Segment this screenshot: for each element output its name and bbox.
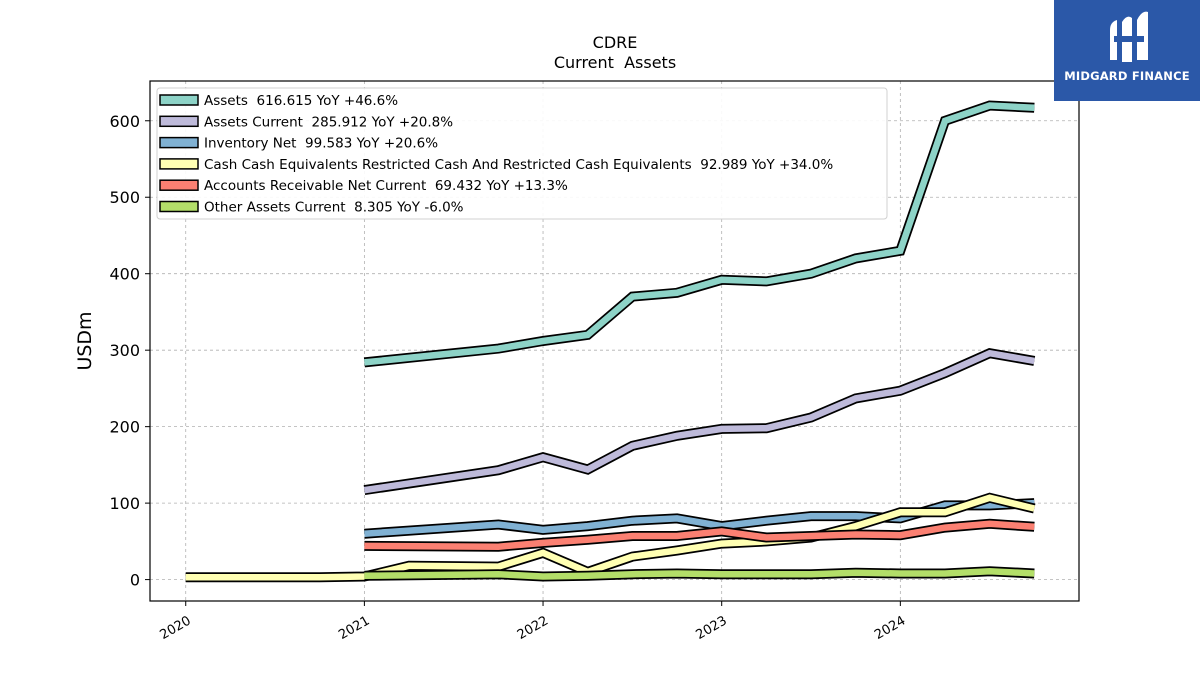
x-tick-label: 2023 [694, 613, 730, 643]
series-0 [363, 100, 1035, 368]
y-tick-label: 300 [109, 341, 140, 360]
y-tick-label: 100 [109, 494, 140, 513]
brand-name: MIDGARD FINANCE [1064, 69, 1190, 83]
series-line [185, 494, 1036, 581]
legend-swatch [159, 179, 199, 191]
legend: Assets 616.615 YoY +46.6% Assets Current … [156, 87, 888, 220]
legend-box [156, 87, 888, 220]
series-line [364, 567, 1035, 580]
midgard-logo-icon [1110, 11, 1148, 63]
series-5 [364, 566, 1035, 582]
y-tick-label: 500 [109, 188, 140, 207]
series-layer [185, 100, 1036, 583]
legend-label: Cash Cash Equivalents Restricted Cash An… [204, 157, 833, 173]
legend-label: Inventory Net 99.583 YoY +20.6% [204, 136, 438, 152]
series-line [364, 102, 1035, 366]
legend-swatch [159, 136, 199, 149]
y-tick-label: 0 [130, 571, 140, 590]
chart-title: CDRE [593, 33, 638, 52]
plot-frame [149, 80, 1080, 602]
legend-label: Other Assets Current 8.305 YoY -6.0% [204, 200, 464, 216]
chart-subtitle: Current Assets [554, 53, 676, 72]
legend-label: Assets Current 285.912 YoY +20.8% [204, 114, 453, 130]
y-tick-label: 200 [109, 418, 140, 437]
x-tick-label: 2021 [336, 613, 372, 643]
legend-label: Accounts Receivable Net Current 69.432 Y… [204, 178, 568, 194]
legend-swatch [159, 115, 199, 128]
x-tick-label: 2024 [872, 613, 908, 643]
x-tick-label: 2022 [515, 613, 551, 643]
x-tick-label: 2020 [158, 613, 194, 643]
brand-logo: MIDGARD FINANCE [1054, 0, 1200, 101]
series-line-outline [363, 348, 1036, 496]
series-line [363, 349, 1035, 494]
series-3 [185, 492, 1036, 583]
y-tick-label: 600 [109, 112, 140, 131]
legend-swatch [159, 200, 199, 213]
series-1 [363, 348, 1036, 496]
legend-swatch [159, 158, 199, 170]
legend-swatch [159, 94, 199, 106]
y-axis-label: USDm [74, 311, 96, 370]
x-axis: 2020 2021 2022 2023 2024 [158, 601, 908, 643]
y-axis: 0 100 200 300 400 500 600 [109, 112, 150, 590]
series-4 [364, 518, 1035, 552]
y-tick-label: 400 [109, 265, 140, 284]
series-line [364, 520, 1035, 550]
legend-label: Assets 616.615 YoY +46.6% [204, 93, 398, 109]
